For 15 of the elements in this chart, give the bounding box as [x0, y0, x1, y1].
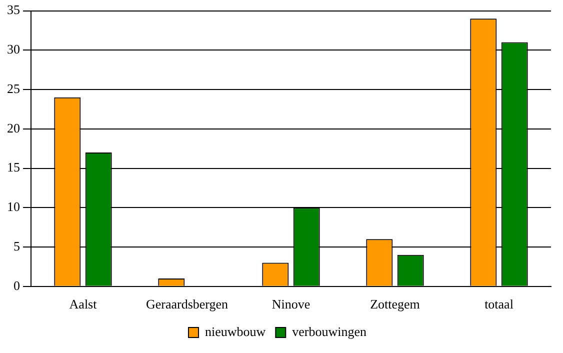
legend-label: verbouwingen [292, 324, 368, 339]
y-tick-label: 15 [7, 160, 20, 175]
x-tick-label: Zottegem [370, 296, 420, 312]
y-tick-label: 30 [7, 42, 20, 57]
y-tick-label: 25 [7, 80, 20, 96]
y-tick-label: 20 [7, 120, 20, 136]
x-tick-label: Ninove [272, 296, 310, 312]
y-tick-label: 5 [14, 238, 20, 254]
legend-label: nieuwbouw [204, 324, 266, 339]
y-tick-label: 10 [7, 199, 20, 214]
y-tick-label: 0 [14, 278, 20, 293]
x-tick-label: Geraardsbergen [146, 296, 229, 312]
y-tick-label: 35 [7, 2, 20, 18]
x-tick-label: totaal [484, 296, 514, 312]
x-tick-label: Aalst [69, 296, 98, 312]
